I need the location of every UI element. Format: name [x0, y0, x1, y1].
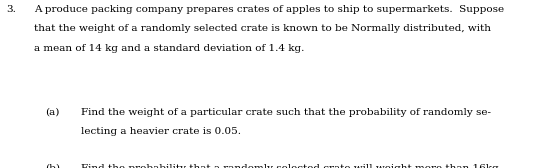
Text: (b): (b): [46, 164, 61, 168]
Text: lecting a heavier crate is 0.05.: lecting a heavier crate is 0.05.: [81, 127, 241, 136]
Text: a mean of 14 kg and a standard deviation of 1.4 kg.: a mean of 14 kg and a standard deviation…: [34, 44, 305, 53]
Text: (a): (a): [46, 108, 60, 117]
Text: 3.: 3.: [7, 5, 17, 14]
Text: that the weight of a randomly selected crate is known to be Normally distributed: that the weight of a randomly selected c…: [34, 24, 492, 33]
Text: Find the probability that a randomly selected crate will weight more than 16kg.: Find the probability that a randomly sel…: [81, 164, 502, 168]
Text: A produce packing company prepares crates of apples to ship to supermarkets.  Su: A produce packing company prepares crate…: [34, 5, 505, 14]
Text: Find the weight of a particular crate such that the probability of randomly se-: Find the weight of a particular crate su…: [81, 108, 490, 117]
